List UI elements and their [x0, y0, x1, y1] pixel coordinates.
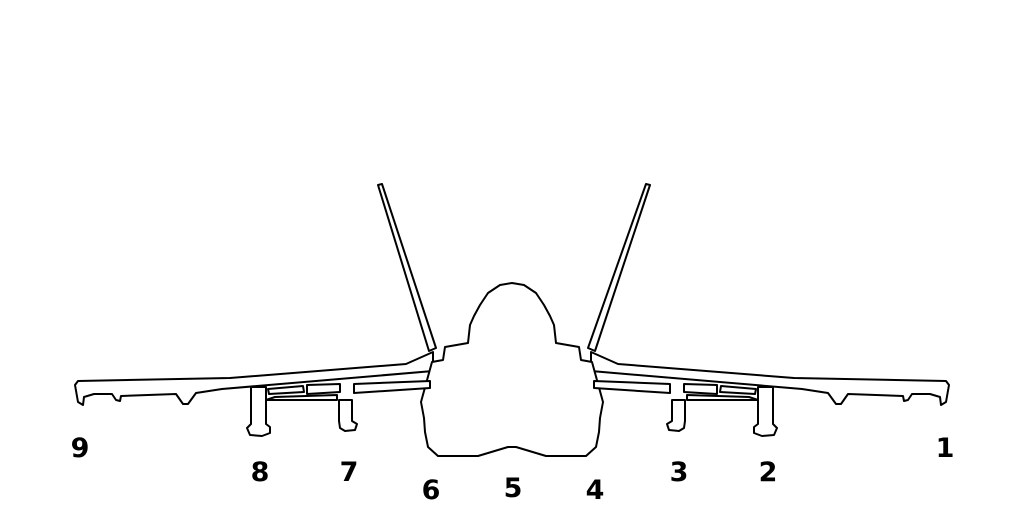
station-label-4: 4: [586, 475, 605, 506]
fuselage: [420, 282, 604, 457]
right-wing: [590, 351, 950, 406]
right-wing-lower-rail: [686, 394, 759, 401]
left-flap-fairing-b: [306, 383, 341, 395]
left-vertical-tail: [377, 183, 437, 352]
station-label-2: 2: [759, 457, 778, 488]
station-label-5: 5: [504, 473, 523, 504]
station-label-1: 1: [936, 433, 955, 464]
station-label-8: 8: [251, 457, 270, 488]
right-flap-fairing-c: [593, 380, 671, 394]
right-flap-fairing-b: [683, 383, 718, 395]
right-inboard-pylon: [666, 399, 686, 432]
left-outboard-pylon: [246, 386, 271, 437]
station-label-9: 9: [71, 433, 90, 464]
station-label-3: 3: [670, 457, 689, 488]
right-flap-fairing-a: [719, 385, 757, 395]
station-label-6: 6: [422, 475, 441, 506]
right-vertical-tail: [587, 183, 651, 352]
left-flap-fairing-c: [353, 380, 431, 394]
left-flap-fairing-a: [267, 385, 305, 395]
left-inboard-pylon: [338, 399, 358, 432]
station-label-7: 7: [340, 457, 359, 488]
left-wing-lower-rail: [265, 394, 338, 401]
left-wing: [74, 351, 434, 406]
right-outboard-pylon: [753, 386, 778, 437]
